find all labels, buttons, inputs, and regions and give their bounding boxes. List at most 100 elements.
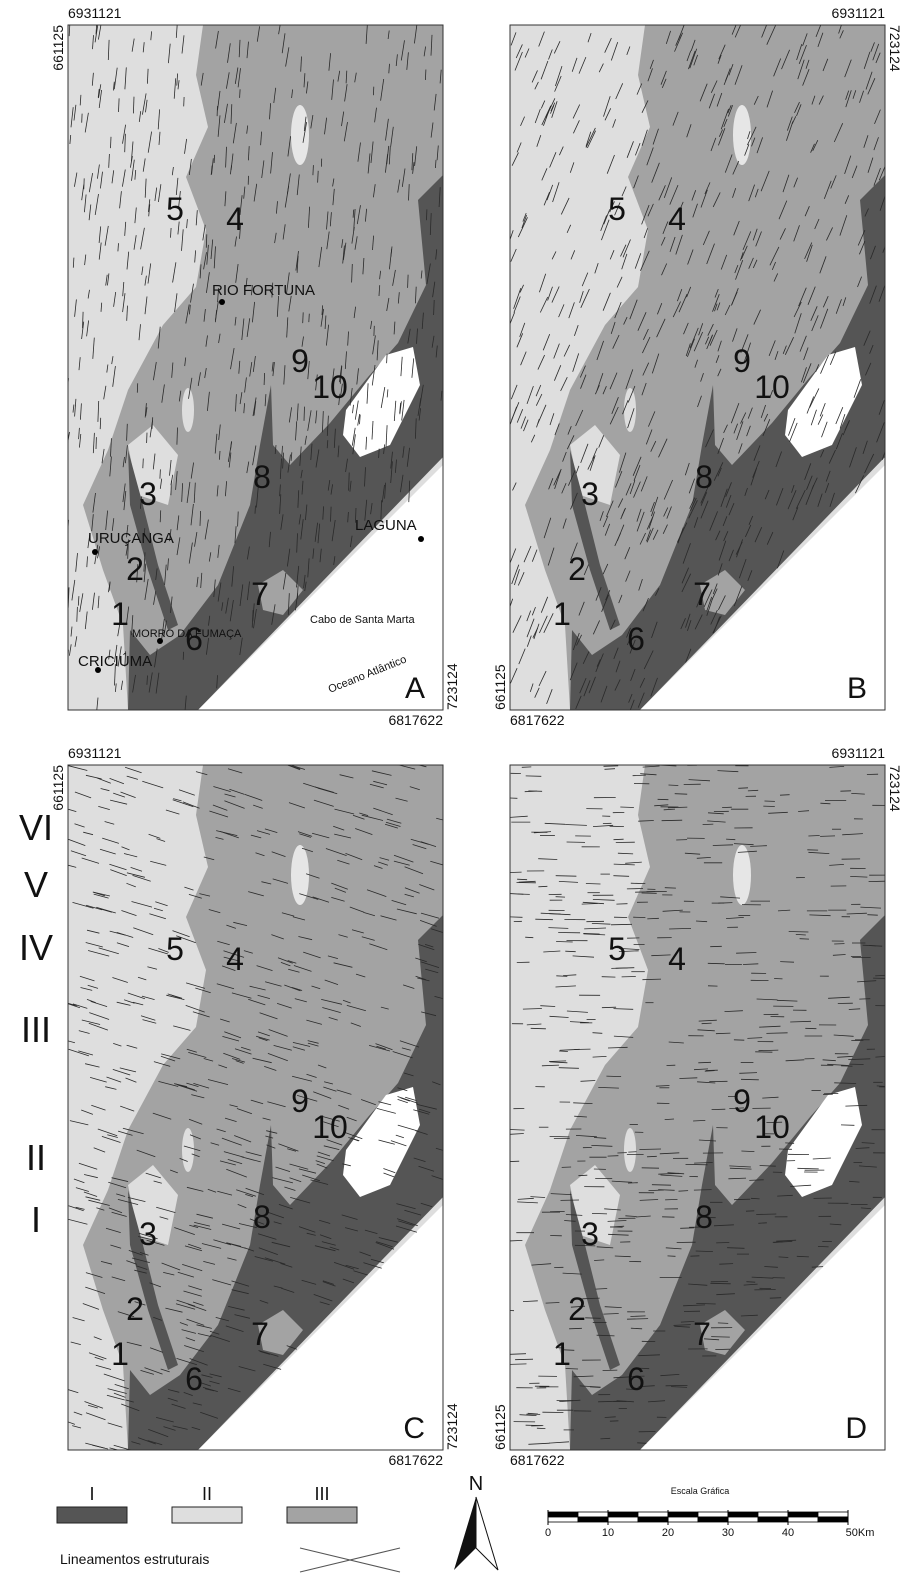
panel-letter: D [845,1412,867,1445]
lineament [317,170,319,183]
lineament [808,851,830,854]
lineament [526,610,532,622]
lineament [418,944,435,951]
lineament [613,875,630,877]
lineament [629,299,638,320]
lineament [186,1318,205,1326]
lineament [602,515,609,528]
lineament [580,288,590,308]
lineament [563,1349,575,1351]
lineament [516,333,524,348]
lineament [221,602,224,611]
lineament [144,403,147,418]
lineament [213,1239,232,1246]
lineament [613,863,635,866]
lineament [326,415,329,436]
lineament [109,456,112,477]
lineament [674,1325,690,1328]
lineament [603,96,611,117]
lineament [875,1056,885,1058]
lineament [575,1135,597,1138]
lineament [581,272,589,287]
lineament [210,1142,220,1146]
lineament [717,368,722,377]
lineament [754,527,763,543]
lineament [303,574,306,589]
lineament [222,1036,240,1042]
lineament [360,1099,376,1106]
lineament [378,861,389,866]
lineament [264,981,282,987]
lineament [173,1025,191,1031]
lineament [652,529,659,540]
lineament [264,828,278,833]
site-number: 4 [668,941,686,977]
lineament [287,136,291,157]
lineament [91,514,94,532]
lineament [524,48,530,58]
lineament [429,213,432,236]
lineament [199,893,211,897]
lineament [693,1068,709,1071]
lineament [153,1180,162,1184]
lineament [308,313,310,323]
lineament [229,599,234,622]
lineament [314,786,334,793]
lineament [74,791,92,799]
lineament [717,1322,729,1324]
lineament [523,419,529,432]
lineament [125,1077,137,1083]
lineament [660,70,667,85]
lineament [717,340,722,352]
lineament [728,549,734,562]
lineament [732,160,740,175]
lineament [776,1239,797,1242]
lineament [662,221,669,235]
lineament [583,933,606,936]
lineament [585,131,592,147]
lineament [230,165,232,175]
scale-segment [727,1511,759,1518]
lineament [812,1157,831,1160]
lineament [278,1204,293,1210]
lineament [776,999,798,1002]
lineament [430,122,434,138]
lineament [569,162,575,173]
lineament [86,929,100,934]
lineament [280,1287,295,1293]
lineament [692,203,698,218]
coord-east: 723124 [444,1403,460,1450]
lineament [345,853,363,861]
lineament [72,902,94,909]
lineament [567,426,572,435]
lineament [96,1207,105,1211]
lineament [195,987,211,994]
lineament [774,350,779,361]
lineament [865,362,872,376]
lineament [732,328,738,342]
lineament [299,893,319,900]
lineament [74,299,77,317]
lineament [679,201,684,210]
lineament [217,115,221,137]
lineament [123,853,138,858]
lineament [126,882,136,888]
lineament [73,1411,83,1416]
lineament [742,963,759,965]
lineament [664,1118,675,1120]
lineament [651,496,659,517]
lineament [543,613,554,633]
lineament [580,1080,596,1082]
lineament [256,965,273,971]
lineament [515,1358,534,1361]
lineament [594,1259,605,1261]
lineament [869,285,877,304]
lineament [189,1358,208,1366]
lineament [713,1224,734,1227]
lineament [699,83,708,102]
lineament [426,263,431,285]
lineament [683,1304,706,1307]
lineament [148,833,161,839]
lineament [256,26,260,42]
lineament [702,823,714,825]
